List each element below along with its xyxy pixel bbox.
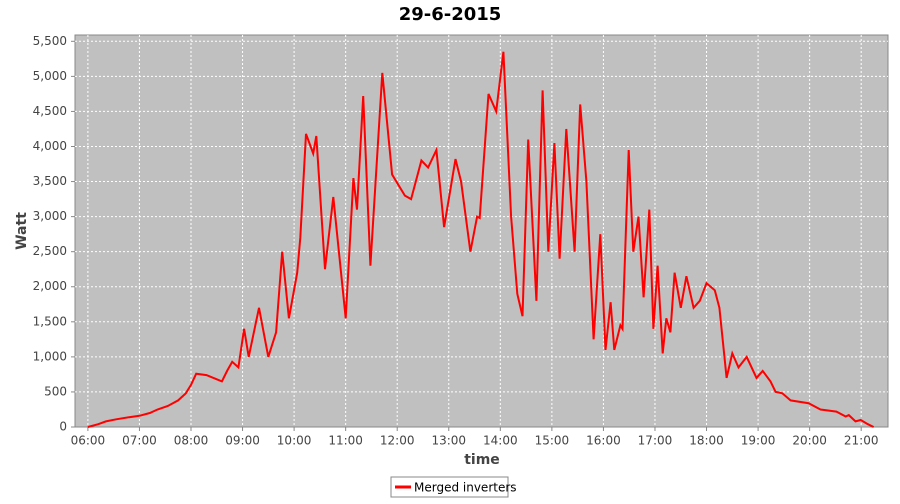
y-tick-label: 1,500 xyxy=(33,314,67,328)
x-tick-label: 20:00 xyxy=(792,434,827,448)
y-tick-label: 5,500 xyxy=(33,34,67,48)
x-tick-label: 17:00 xyxy=(638,434,673,448)
legend xyxy=(390,476,509,498)
x-tick-label: 09:00 xyxy=(225,434,260,448)
x-tick-label: 21:00 xyxy=(844,434,879,448)
x-tick-label: 06:00 xyxy=(71,434,106,448)
data-line xyxy=(87,51,875,428)
x-tick-label: 15:00 xyxy=(535,434,570,448)
plot-area xyxy=(74,34,889,428)
x-tick-label: 18:00 xyxy=(689,434,724,448)
y-tick-label: 4,500 xyxy=(33,104,67,118)
x-tick-label: 19:00 xyxy=(741,434,776,448)
x-tick-label: 14:00 xyxy=(483,434,518,448)
y-tick-label: 0 xyxy=(59,420,67,434)
x-axis-label: time xyxy=(464,452,500,468)
y-tick-label: 3,500 xyxy=(33,174,67,188)
legend-label: Merged inverters xyxy=(414,481,517,495)
x-tick-label: 12:00 xyxy=(380,434,415,448)
y-tick-label: 4,000 xyxy=(33,139,67,153)
y-tick-label: 5,000 xyxy=(33,69,67,83)
y-tick-label: 500 xyxy=(44,384,67,398)
y-axis-label: Watt xyxy=(14,212,30,250)
x-tick-label: 07:00 xyxy=(122,434,157,448)
x-tick-label: 16:00 xyxy=(586,434,621,448)
x-tick-label: 10:00 xyxy=(277,434,312,448)
x-tick-label: 11:00 xyxy=(328,434,363,448)
y-tick-label: 2,500 xyxy=(33,244,67,258)
y-tick-label: 2,000 xyxy=(33,279,67,293)
chart-title: 29-6-2015 xyxy=(399,4,502,25)
x-tick-label: 13:00 xyxy=(431,434,466,448)
y-tick-label: 1,000 xyxy=(33,349,67,363)
x-tick-label: 08:00 xyxy=(174,434,209,448)
y-tick-label: 3,000 xyxy=(33,209,67,223)
